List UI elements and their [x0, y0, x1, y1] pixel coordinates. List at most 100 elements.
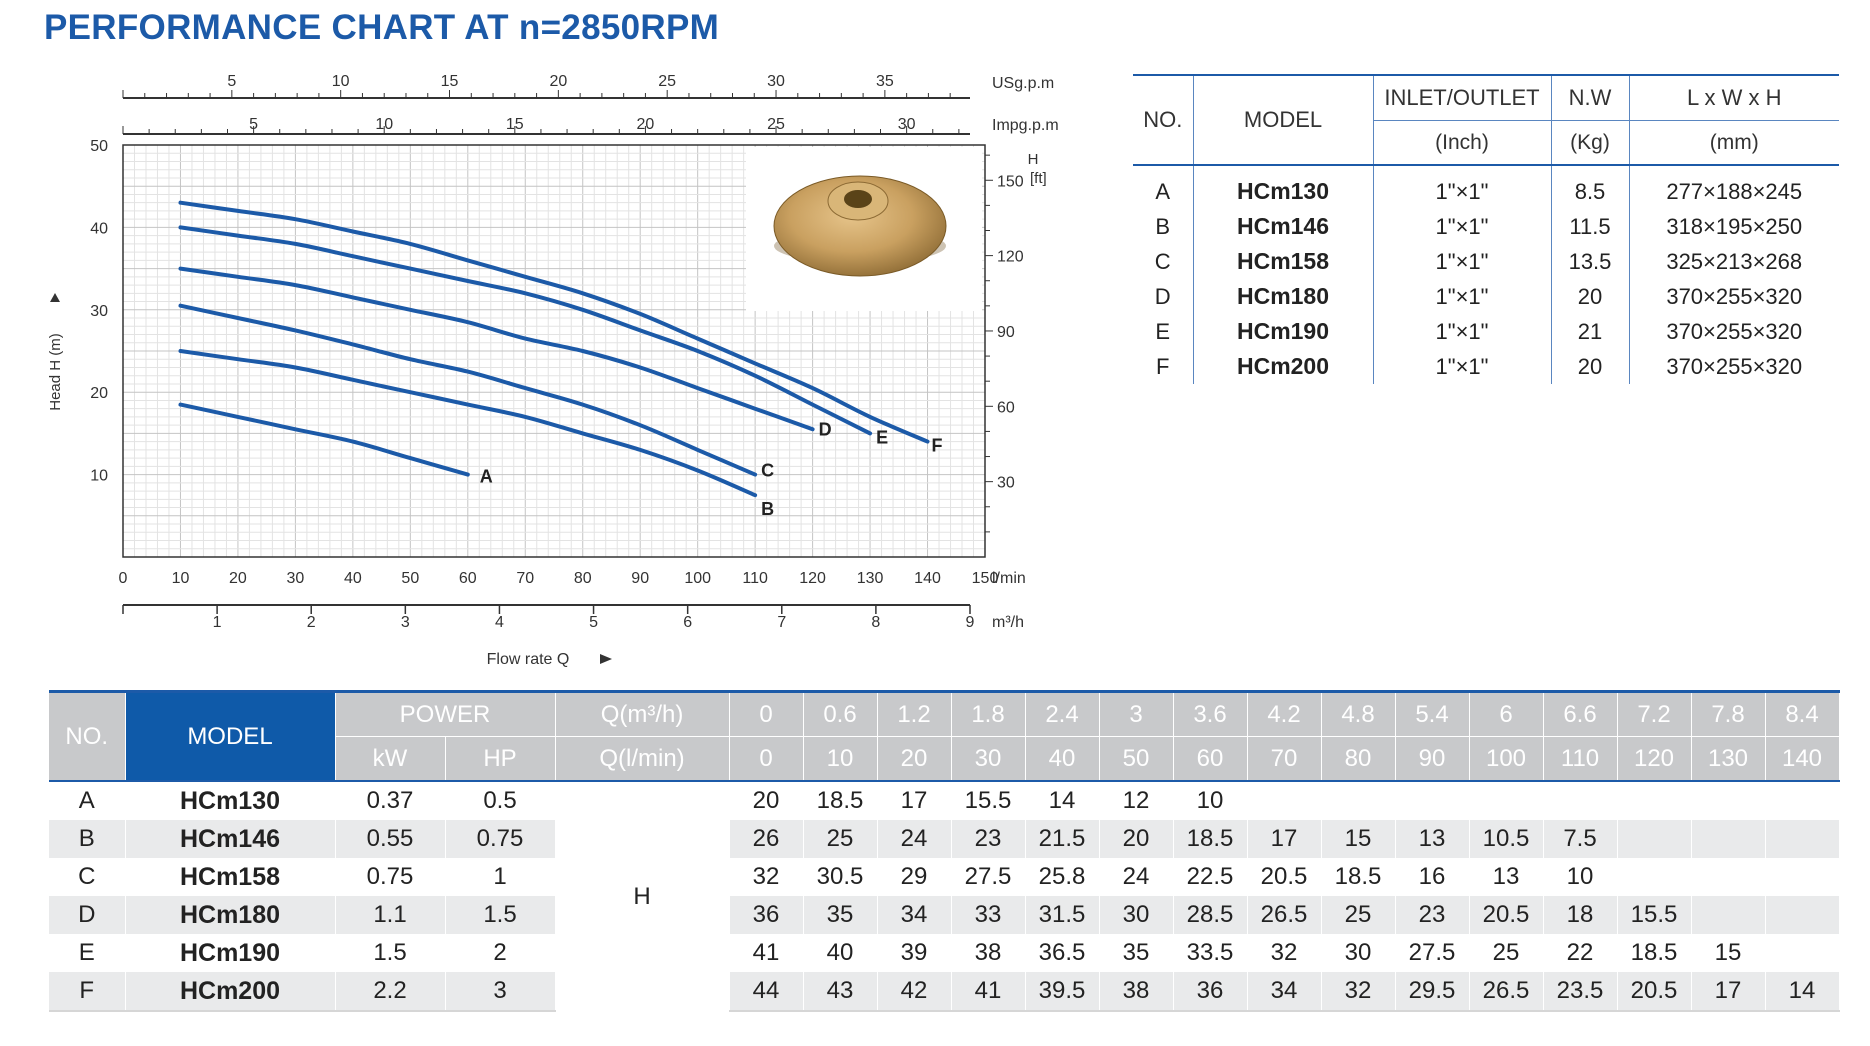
- impgpm-tick-label: 25: [767, 116, 785, 133]
- perf-header-q-m3-value: 5.4: [1395, 690, 1470, 737]
- spec-cell-model: HCm130: [1192, 165, 1373, 209]
- perf-cell-head-value: [1617, 858, 1692, 896]
- perf-header-q-l-value: 100: [1469, 736, 1544, 782]
- perf-cell-head-value: [1691, 896, 1766, 934]
- curve-C: [178, 303, 758, 477]
- spec-cell-inlet: 1"×1": [1372, 279, 1551, 314]
- perf-cell-head-value: 35: [803, 896, 878, 934]
- perf-cell-kw: 1.5: [335, 934, 446, 972]
- perf-cell-head-value: 36: [729, 896, 804, 934]
- curve-F: [178, 200, 930, 444]
- spec-cell-dims: 318×195×250: [1628, 209, 1839, 244]
- curve-B: [178, 349, 758, 498]
- perf-cell-head-value: [1543, 780, 1618, 820]
- x-tick-label: 50: [401, 570, 419, 587]
- spec-header-dims: L x W x H: [1628, 74, 1839, 121]
- perf-cell-head-value: 18.5: [1173, 820, 1248, 858]
- perf-cell-head-value: 23: [1395, 896, 1470, 934]
- perf-header-q-m3-value: 3: [1099, 690, 1174, 737]
- perf-cell-kw: 0.37: [335, 780, 446, 820]
- perf-cell-head-value: 12: [1099, 780, 1174, 820]
- spec-row: D HCm180 1"×1" 20 370×255×320: [1133, 279, 1839, 314]
- perf-row: D HCm180 1.1 1.5 36 35 34 33 31.5 30 28.5 26.5 25 23 2…: [49, 896, 1840, 934]
- m3h-tick-label: 3: [401, 614, 410, 631]
- perf-header-q-l-value: 80: [1321, 736, 1396, 782]
- perf-cell-head-value: 25.8: [1025, 858, 1100, 896]
- spec-header-inlet: INLET/OUTLET: [1372, 74, 1551, 121]
- performance-table: NO. MODEL POWER Q(m³/h) 0 0.6 1.2 1.8 2.4 3 3.…: [49, 690, 1840, 1012]
- usgpm-tick-label: 25: [658, 73, 676, 90]
- perf-cell-head-value: 18: [1543, 896, 1618, 934]
- perf-cell-head-value: 17: [1247, 820, 1322, 858]
- m3h-axis-unit: m³/h: [992, 614, 1024, 631]
- perf-cell-head-value: 25: [1321, 896, 1396, 934]
- perf-cell-hp: 2: [445, 934, 556, 972]
- usgpm-tick-label: 35: [876, 73, 894, 90]
- perf-cell-head-value: 30.5: [803, 858, 878, 896]
- spec-row: B HCm146 1"×1" 11.5 318×195×250: [1133, 209, 1839, 244]
- perf-cell-head-value: 17: [1691, 972, 1766, 1012]
- spec-header-dims-unit: (mm): [1628, 120, 1839, 166]
- impgpm-tick-label: 30: [898, 116, 916, 133]
- perf-row: A HCm130 0.37 0.5 H 20 18.5 17 15.5 14 12 10: [49, 780, 1840, 1011]
- perf-cell-head-value: [1247, 780, 1322, 820]
- x-tick-label: 30: [287, 570, 305, 587]
- curve-A: [178, 402, 470, 477]
- usgpm-tick-label: 30: [767, 73, 785, 90]
- perf-cell-head-value: 13: [1395, 820, 1470, 858]
- curve-label-E: E: [876, 427, 888, 447]
- x-tick-label: 100: [684, 570, 711, 587]
- impgpm-tick-label: 10: [375, 116, 393, 133]
- perf-header-q-l-value: 140: [1765, 736, 1840, 782]
- perf-header-q-l-value: 60: [1173, 736, 1248, 782]
- curve-label-A: A: [480, 467, 493, 487]
- perf-cell-model: HCm180: [125, 896, 336, 934]
- perf-row: E HCm190 1.5 2 41 40 39 38 36.5 35 33.5 32 30 27.5 25 2…: [49, 934, 1840, 972]
- perf-cell-head-value: 36.5: [1025, 934, 1100, 972]
- perf-cell-head-value: 15.5: [951, 780, 1026, 820]
- perf-cell-kw: 0.75: [335, 858, 446, 896]
- perf-cell-head-value: 26.5: [1469, 972, 1544, 1012]
- perf-cell-head-value: 41: [729, 934, 804, 972]
- perf-header-q-m3-value: 7.8: [1691, 690, 1766, 737]
- spec-cell-inlet: 1"×1": [1372, 314, 1551, 349]
- perf-cell-hp: 1.5: [445, 896, 556, 934]
- perf-cell-head-value: 20: [729, 780, 804, 820]
- perf-cell-head-value: 32: [1247, 934, 1322, 972]
- perf-header-q-m3: Q(m³/h): [555, 690, 730, 737]
- x-axis-unit: l/min: [992, 570, 1026, 587]
- perf-cell-head-value: [1765, 858, 1840, 896]
- perf-cell-kw: 2.2: [335, 972, 446, 1012]
- perf-cell-head-value: 29.5: [1395, 972, 1470, 1012]
- perf-header-q-l-value: 120: [1617, 736, 1692, 782]
- x-tick-label: 0: [119, 570, 128, 587]
- perf-cell-head-value: 38: [951, 934, 1026, 972]
- usgpm-axis-unit: USg.p.m: [992, 75, 1054, 92]
- page-title: PERFORMANCE CHART AT n=2850RPM: [44, 8, 720, 47]
- perf-cell-head-value: 20.5: [1247, 858, 1322, 896]
- perf-cell-head-value: [1617, 820, 1692, 858]
- spec-cell-inlet: 1"×1": [1372, 244, 1551, 279]
- perf-cell-head-value: 20: [1099, 820, 1174, 858]
- x-tick-label: 90: [631, 570, 649, 587]
- perf-header-q-m3-value: 4.8: [1321, 690, 1396, 737]
- x-tick-label: 140: [914, 570, 941, 587]
- usgpm-tick-label: 10: [332, 73, 350, 90]
- perf-header-q-m3-value: 2.4: [1025, 690, 1100, 737]
- impgpm-tick-label: 20: [637, 116, 655, 133]
- perf-cell-head-value: 25: [1469, 934, 1544, 972]
- x-tick-label: 120: [799, 570, 826, 587]
- perf-cell-head-value: 26: [729, 820, 804, 858]
- perf-cell-head-value: 35: [1099, 934, 1174, 972]
- perf-cell-head-value: 23.5: [1543, 972, 1618, 1012]
- perf-cell-h-label: H: [555, 780, 730, 1011]
- perf-header-q-m3-value: 3.6: [1173, 690, 1248, 737]
- perf-header-q-m3-value: 1.2: [877, 690, 952, 737]
- spec-cell-dims: 370×255×320: [1628, 349, 1839, 384]
- perf-header-q-m3-value: 0.6: [803, 690, 878, 737]
- perf-cell-model: HCm130: [125, 780, 336, 820]
- perf-header-hp: HP: [445, 736, 556, 782]
- perf-header-q-l-value: 70: [1247, 736, 1322, 782]
- spec-cell-model: HCm146: [1192, 209, 1373, 244]
- ft-tick-label: 60: [997, 399, 1015, 416]
